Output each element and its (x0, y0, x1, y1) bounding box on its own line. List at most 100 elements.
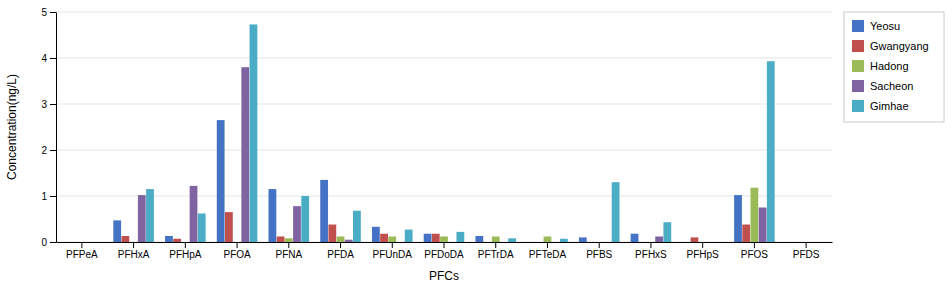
legend-swatch (852, 40, 864, 52)
x-tick: PFOA (223, 242, 251, 260)
legend-swatch (852, 60, 864, 72)
bar (138, 195, 146, 242)
bar (810, 242, 818, 243)
bar (424, 234, 432, 242)
x-tick-mark (340, 242, 341, 248)
x-tick-mark (288, 242, 289, 248)
bar (198, 213, 206, 242)
y-tick-label: 3 (41, 99, 47, 110)
bar (715, 242, 723, 243)
legend-label: Gimhae (870, 100, 909, 112)
bar (579, 237, 587, 242)
bar (819, 242, 827, 243)
bar (190, 186, 198, 242)
x-axis-title: PFCs (429, 269, 459, 283)
bar (372, 227, 380, 242)
bar (293, 206, 301, 242)
x-tick-label: PFNA (275, 249, 302, 260)
x-tick-label: PFBS (586, 249, 612, 260)
x-tick: PFDA (327, 242, 354, 260)
y-tick-mark (50, 242, 56, 243)
bar (647, 242, 655, 243)
bar (405, 230, 413, 242)
bar (786, 242, 794, 243)
y-tick: 5 (41, 7, 56, 18)
x-tick-mark (806, 242, 807, 248)
x-tick-label: PFHxA (118, 249, 150, 260)
x-tick: PFHpS (687, 242, 720, 260)
x-tick-label: PFDA (327, 249, 354, 260)
bar (113, 220, 121, 242)
x-tick-mark (133, 242, 134, 248)
legend-item: Hadong (852, 60, 909, 72)
x-tick: PFNA (275, 242, 302, 260)
bar-series (285, 188, 758, 242)
bar (397, 242, 405, 243)
grid-line (56, 196, 832, 197)
x-tick-mark (547, 242, 548, 248)
bar (707, 242, 715, 243)
x-tick-label: PFDS (793, 249, 820, 260)
x-tick-label: PFTrDA (478, 249, 514, 260)
bars (113, 24, 774, 242)
bar (233, 242, 241, 243)
bar (250, 24, 258, 242)
x-tick: PFHxS (635, 242, 667, 260)
bar (94, 242, 102, 243)
bar (682, 242, 690, 243)
y-tick-mark (50, 104, 56, 105)
legend-item: Sacheon (852, 80, 913, 92)
chart: 012345PFPeAPFHxAPFHpAPFOAPFNAPFDAPFUnDAP… (0, 0, 952, 290)
bar (217, 120, 225, 242)
x-tick-mark (495, 242, 496, 248)
bar (587, 242, 595, 243)
bar (225, 212, 233, 242)
y-tick: 2 (41, 145, 56, 156)
y-axis: 012345 (41, 7, 56, 248)
x-tick-label: PFPeA (66, 249, 98, 260)
y-tick-label: 5 (41, 7, 47, 18)
bar (181, 242, 189, 243)
legend-item: Gimhae (852, 100, 909, 112)
bar (612, 182, 620, 242)
bar (277, 236, 285, 242)
y-tick: 0 (41, 237, 56, 248)
y-tick-label: 2 (41, 145, 47, 156)
bar (759, 208, 767, 243)
x-axis: PFPeAPFHxAPFHpAPFOAPFNAPFDAPFUnDAPFDoDAP… (57, 242, 833, 260)
bar (631, 234, 639, 242)
plot: 012345PFPeAPFHxAPFHpAPFOAPFNAPFDAPFUnDAP… (41, 7, 832, 260)
x-tick-mark (599, 242, 600, 248)
bar (794, 242, 802, 243)
bar (655, 236, 663, 242)
x-tick: PFHxA (118, 242, 150, 260)
bar (388, 236, 396, 242)
grid-line (56, 12, 832, 13)
x-tick-mark (754, 242, 755, 248)
legend: YeosuGwangyangHadongSacheonGimhae (844, 12, 944, 122)
bar (742, 225, 750, 242)
bar (751, 188, 759, 242)
x-tick-label: PFDoDA (424, 249, 464, 260)
bar (269, 189, 277, 242)
bar (165, 236, 173, 242)
bar (448, 242, 456, 243)
bar (552, 242, 560, 243)
x-tick-label: PFOS (741, 249, 769, 260)
bar (492, 236, 500, 242)
legend-swatch (852, 100, 864, 112)
bar (440, 236, 448, 242)
bar (122, 236, 130, 242)
y-tick-mark (50, 12, 56, 13)
bar-series (146, 24, 775, 242)
bar (320, 180, 328, 242)
bar (241, 67, 249, 242)
y-tick-mark (50, 58, 56, 59)
bar (86, 242, 94, 243)
legend-label: Hadong (870, 60, 909, 72)
bar (130, 242, 138, 243)
y-tick-mark (50, 150, 56, 151)
bar (456, 232, 464, 242)
bar (802, 242, 810, 243)
bar (285, 238, 293, 242)
